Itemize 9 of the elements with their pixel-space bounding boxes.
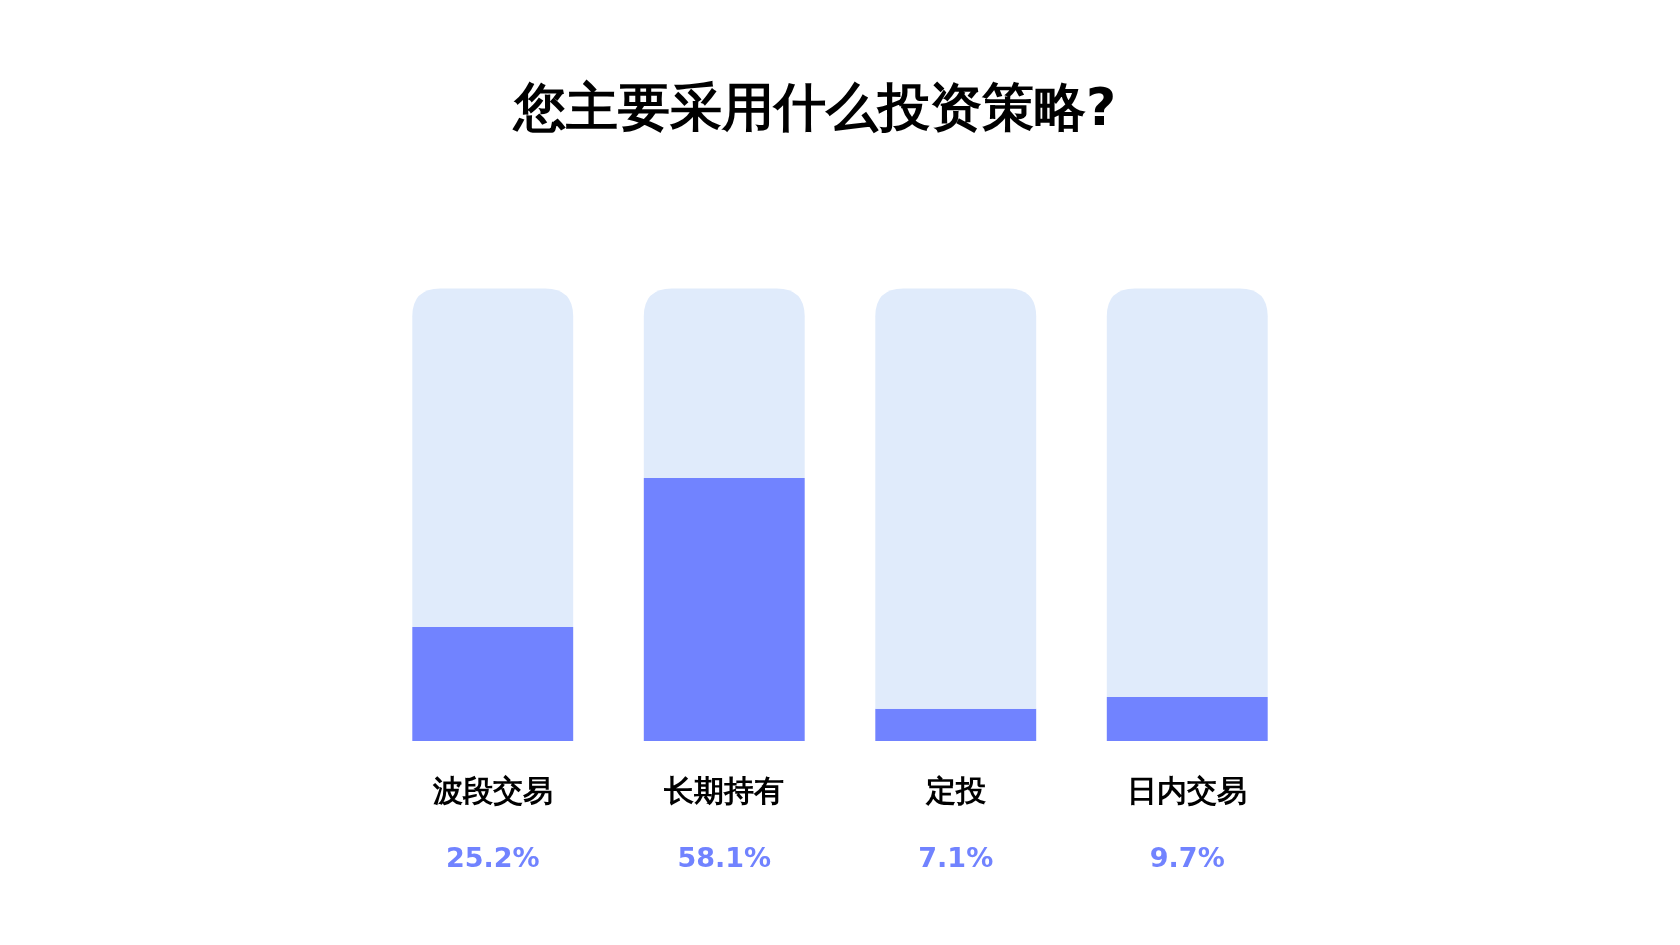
- x-tick-label: 日内交易: [1127, 773, 1248, 808]
- data-label: 25.2%: [445, 842, 540, 873]
- x-tick-label: 波段交易: [431, 773, 553, 808]
- data-label: 9.7%: [1149, 842, 1225, 873]
- chart-title: 您主要采用什么投资策略?: [511, 77, 1117, 137]
- x-tick-label: 定投: [924, 773, 986, 808]
- data-label: 58.1%: [677, 842, 772, 873]
- data-label: 7.1%: [918, 842, 994, 873]
- x-tick-label: 长期持有: [663, 773, 785, 808]
